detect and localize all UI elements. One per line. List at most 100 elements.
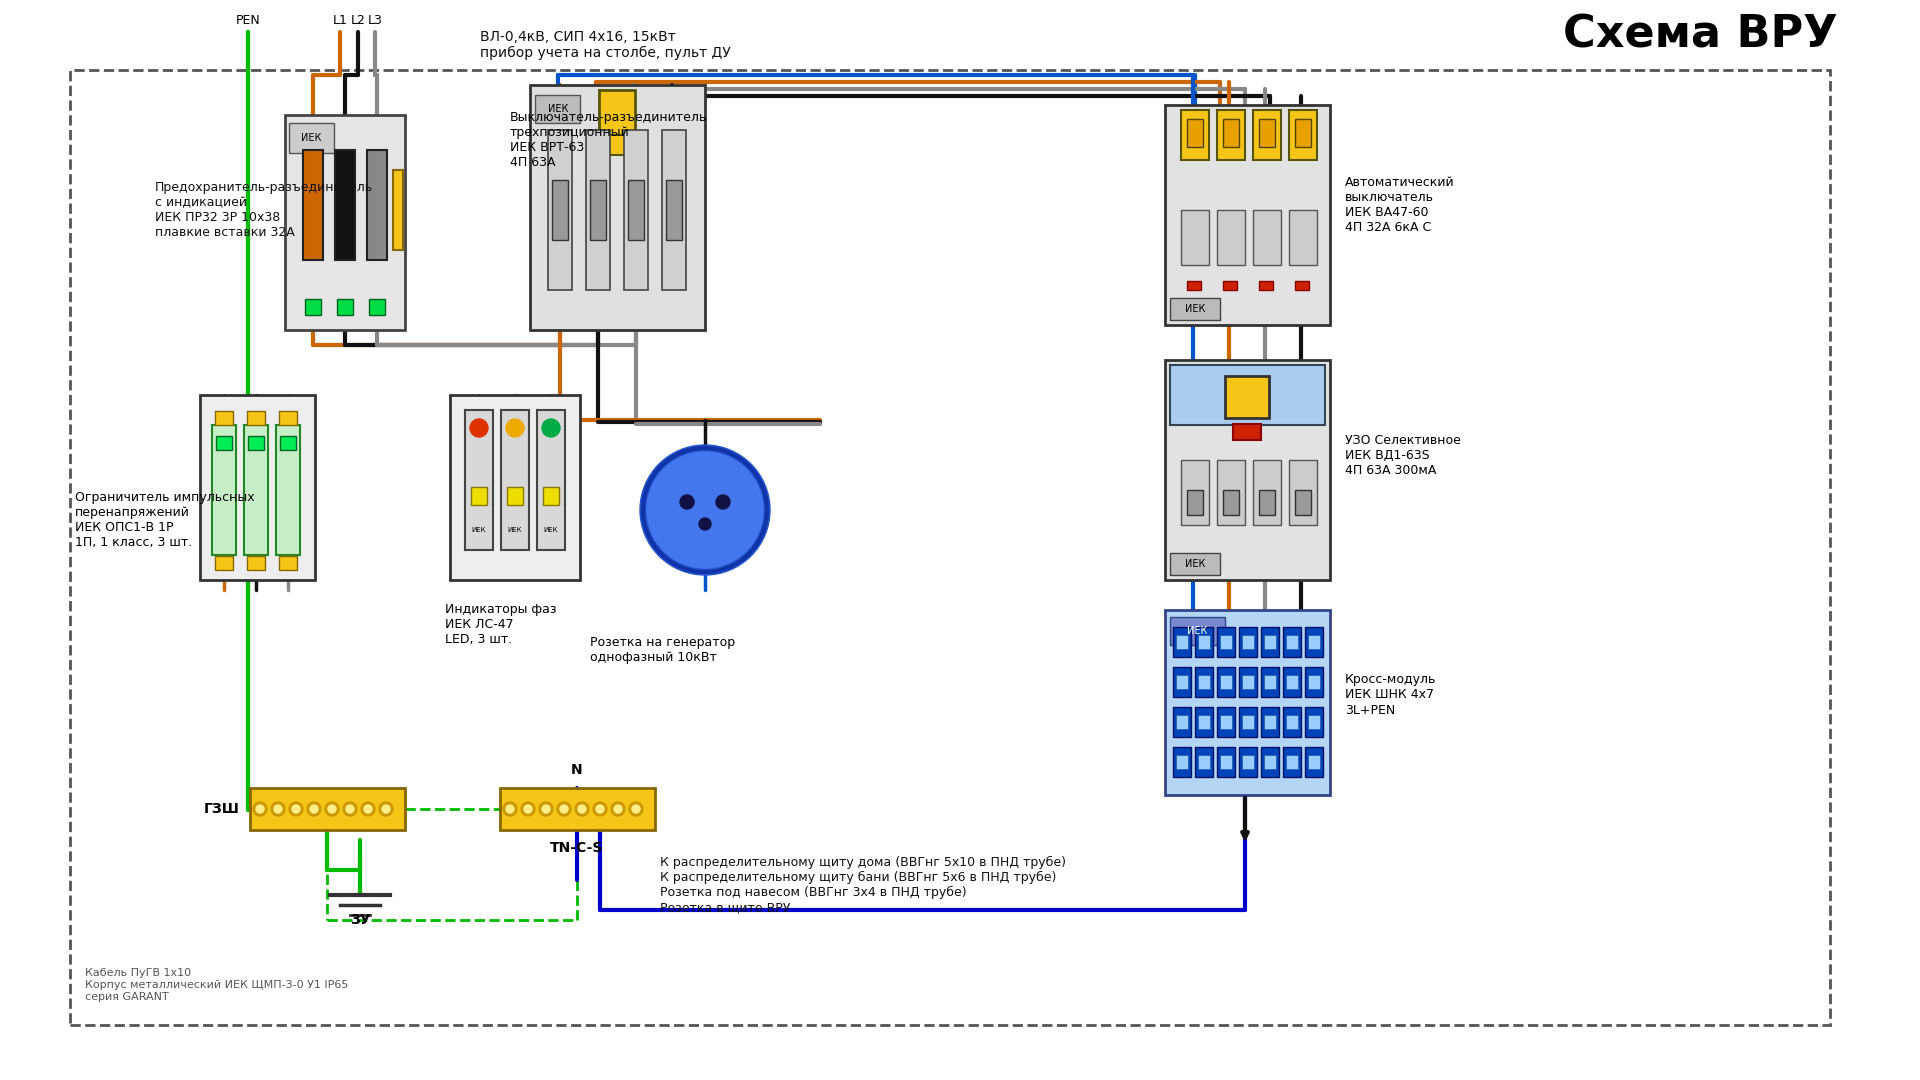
Bar <box>200 395 315 580</box>
Bar <box>662 130 685 291</box>
Circle shape <box>365 805 372 813</box>
Bar <box>1198 635 1210 649</box>
Bar <box>1181 110 1210 160</box>
Circle shape <box>324 802 340 816</box>
Bar <box>1294 490 1311 515</box>
Text: TN-C-S: TN-C-S <box>551 841 603 855</box>
Bar <box>1194 707 1213 737</box>
Bar <box>1175 715 1188 729</box>
Bar <box>1169 617 1225 645</box>
Circle shape <box>361 802 374 816</box>
Text: ИЕК: ИЕК <box>472 527 486 534</box>
Bar <box>1165 360 1331 580</box>
Text: ИЕК: ИЕК <box>1185 559 1206 569</box>
Circle shape <box>346 805 353 813</box>
Bar <box>1187 281 1202 291</box>
Bar <box>280 436 296 450</box>
Bar <box>1263 635 1277 649</box>
Bar <box>1219 675 1233 689</box>
Bar <box>1242 715 1254 729</box>
Bar <box>303 150 323 260</box>
Bar <box>1288 110 1317 160</box>
Bar <box>290 123 334 153</box>
Bar <box>367 150 388 260</box>
Bar <box>1169 553 1219 575</box>
Text: Предохранитель-разъединитель
с индикацией
ИЕК ПР32 3Р 10х38
плавкие вставки 32А: Предохранитель-разъединитель с индикацие… <box>156 181 372 239</box>
Bar <box>507 487 522 505</box>
Circle shape <box>541 419 561 437</box>
Bar <box>1263 675 1277 689</box>
Text: ИЕК: ИЕК <box>301 133 321 143</box>
Circle shape <box>578 805 586 813</box>
Circle shape <box>290 802 303 816</box>
Text: ИЕК: ИЕК <box>547 104 568 114</box>
Bar <box>1217 667 1235 697</box>
Circle shape <box>595 805 605 813</box>
Bar <box>278 556 298 570</box>
Bar <box>1242 675 1254 689</box>
Bar <box>1261 667 1279 697</box>
Bar <box>1283 747 1302 777</box>
Bar <box>1187 119 1204 147</box>
Bar <box>1181 460 1210 525</box>
Bar <box>1223 281 1236 291</box>
Circle shape <box>611 802 626 816</box>
Bar <box>1194 747 1213 777</box>
Bar <box>1286 755 1298 769</box>
Circle shape <box>328 805 336 813</box>
Bar <box>276 426 300 555</box>
Bar <box>1181 210 1210 265</box>
Bar <box>1288 460 1317 525</box>
Bar <box>1165 610 1331 795</box>
Text: ВЛ-0,4кВ, СИП 4х16, 15кВт
прибор учета на столбе, пульт ДУ: ВЛ-0,4кВ, СИП 4х16, 15кВт прибор учета н… <box>480 30 732 60</box>
Circle shape <box>647 453 762 568</box>
Bar <box>1242 635 1254 649</box>
Bar <box>1217 707 1235 737</box>
Text: ИЕК: ИЕК <box>1187 626 1208 636</box>
Bar <box>1175 635 1188 649</box>
Bar <box>1308 635 1321 649</box>
Circle shape <box>680 495 693 509</box>
Circle shape <box>574 802 589 816</box>
Bar <box>1173 627 1190 657</box>
Circle shape <box>699 518 710 530</box>
Bar <box>1175 755 1188 769</box>
Bar <box>215 436 232 450</box>
Bar <box>1254 460 1281 525</box>
Bar <box>369 299 386 315</box>
Circle shape <box>630 802 643 816</box>
Text: УЗО Селективное
ИЕК ВД1-63S
4П 63А 300мА: УЗО Селективное ИЕК ВД1-63S 4П 63А 300мА <box>1346 433 1461 476</box>
Bar <box>530 85 705 330</box>
Bar <box>1219 635 1233 649</box>
Bar <box>589 180 607 240</box>
Text: К распределительному щиту дома (ВВГнг 5х10 в ПНД трубе)
К распределительному щит: К распределительному щиту дома (ВВГнг 5х… <box>660 855 1066 914</box>
Circle shape <box>275 805 282 813</box>
Bar <box>607 135 628 156</box>
Bar <box>1294 119 1311 147</box>
Bar <box>1194 627 1213 657</box>
Bar <box>1263 715 1277 729</box>
Text: ГЗШ: ГЗШ <box>204 802 240 816</box>
Text: Ограничитель импульсных
перенапряжений
ИЕК ОПС1-В 1Р
1П, 1 класс, 3 шт.: Ограничитель импульсных перенапряжений И… <box>75 491 255 549</box>
Text: PEN: PEN <box>236 13 261 27</box>
Bar <box>1225 376 1269 418</box>
Bar <box>1283 627 1302 657</box>
Bar <box>215 411 232 426</box>
Bar <box>1306 667 1323 697</box>
Circle shape <box>255 805 265 813</box>
Circle shape <box>716 495 730 509</box>
Bar <box>1198 755 1210 769</box>
Bar <box>499 788 655 831</box>
Bar <box>1194 667 1213 697</box>
Bar <box>248 556 265 570</box>
Bar <box>1198 675 1210 689</box>
Bar <box>1173 707 1190 737</box>
Text: Кабель ПуГВ 1х10
Корпус металлический ИЕК ЩМП-3-0 У1 IP65
серия GARANT: Кабель ПуГВ 1х10 Корпус металлический ИЕ… <box>84 969 348 1001</box>
Circle shape <box>253 802 267 816</box>
Bar <box>1217 210 1244 265</box>
Text: L1: L1 <box>332 13 348 27</box>
Bar <box>536 95 580 123</box>
Bar <box>599 90 636 140</box>
Bar <box>215 556 232 570</box>
Circle shape <box>507 805 515 813</box>
